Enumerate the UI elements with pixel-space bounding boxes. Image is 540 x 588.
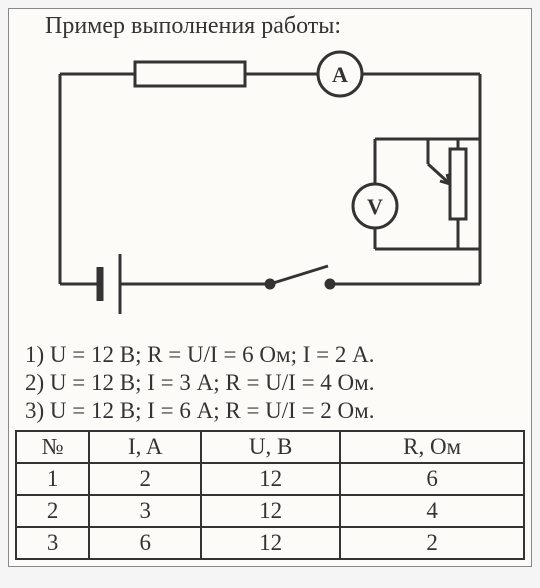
table-row: 2 3 12 4	[16, 495, 524, 527]
voltmeter-label: V	[367, 194, 383, 219]
page-title: Пример выполнения работы:	[15, 13, 525, 40]
data-table: № I, A U, B R, Ом 1 2 12 6 2 3 12 4 3 6	[15, 430, 525, 560]
calc-line-2: 2) U = 12 В; I = 3 А; R = U/I = 4 Ом.	[15, 370, 525, 396]
calculation-lines: 1) U = 12 В; R = U/I = 6 Ом; I = 2 А. 2)…	[15, 342, 525, 424]
col-i: I, A	[89, 431, 201, 463]
calc-line-3: 3) U = 12 В; I = 6 А; R = U/I = 2 Ом.	[15, 398, 525, 424]
col-num: №	[16, 431, 89, 463]
col-r: R, Ом	[340, 431, 524, 463]
worksheet: Пример выполнения работы:	[8, 8, 532, 567]
circuit-diagram: A V	[15, 44, 525, 329]
calc-line-1: 1) U = 12 В; R = U/I = 6 Ом; I = 2 А.	[15, 342, 525, 368]
table-header-row: № I, A U, B R, Ом	[16, 431, 524, 463]
ammeter-label: A	[332, 62, 348, 87]
table-row: 3 6 12 2	[16, 527, 524, 559]
table-row: 1 2 12 6	[16, 463, 524, 495]
col-u: U, B	[201, 431, 340, 463]
